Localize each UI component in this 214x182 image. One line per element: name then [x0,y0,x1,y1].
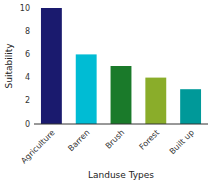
y-tick-label: 8 [25,27,30,36]
bars [41,8,201,124]
bar [41,8,62,124]
x-axis: Agriculture Barren Brush Forest Built up [19,128,196,166]
y-tick-label: 0 [25,120,30,129]
x-axis-line [34,124,208,125]
chart: 0 2 4 6 8 10 Agriculture Barren Brush Forest Built… [0,0,214,182]
x-tick-label: Agriculture [19,128,57,166]
x-tick-label: Built up [168,128,196,156]
x-tick-label: Brush [104,128,127,151]
y-axis-label: Suitability [4,43,14,89]
x-tick-label: Barren [66,128,91,153]
y-tick-label: 2 [25,96,30,105]
x-tick-label: Forest [137,128,161,152]
bar [111,66,132,124]
bar [145,78,166,124]
x-axis-label: Landuse Types [88,170,154,180]
bar [76,54,97,124]
y-axis: 0 2 4 6 8 10 [20,4,30,129]
y-tick-label: 10 [20,4,30,13]
chart-container: 0 2 4 6 8 10 Agriculture Barren Brush Forest Built… [0,0,214,182]
y-tick-label: 6 [25,50,30,59]
bar [180,89,201,124]
y-tick-label: 4 [25,73,30,82]
